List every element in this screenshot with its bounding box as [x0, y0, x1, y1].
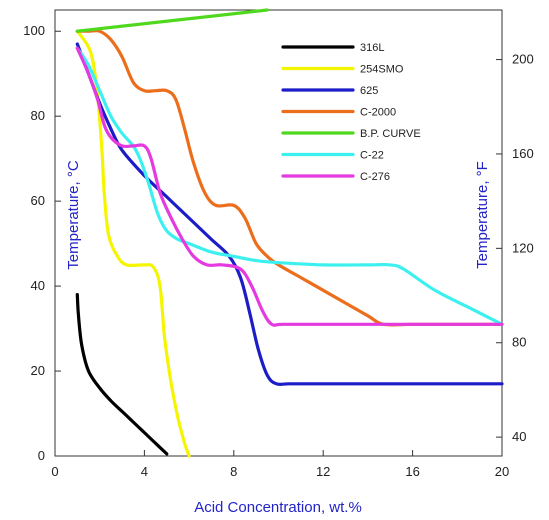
- series-line-c-276: [75, 46, 504, 327]
- series-line-625: [75, 42, 504, 387]
- left-y-tick-label: 60: [31, 193, 45, 208]
- right-y-tick-label: 80: [512, 335, 526, 350]
- x-axis-title: Acid Concentration, wt.%: [194, 499, 362, 516]
- left-y-axis-title: Temperature, °C: [65, 160, 82, 270]
- x-axis: 0 4 8 12 16 20: [51, 450, 509, 479]
- right-y-axis: 40 80 120 160 200: [496, 52, 534, 444]
- right-y-tick-label: 200: [512, 52, 534, 67]
- right-y-axis-title: Temperature, °F: [474, 161, 491, 269]
- series-lines: [75, 8, 504, 458]
- series-line-c-22: [75, 46, 504, 326]
- left-y-tick-label: 100: [23, 23, 45, 38]
- x-tick-label: 4: [141, 464, 148, 479]
- legend: 316L 254SMO 625 C-2000 B.P. CURVE C-22 C-276: [281, 42, 421, 183]
- legend-label-b-p-curve: B.P. CURVE: [360, 128, 421, 140]
- x-tick-label: 20: [495, 464, 509, 479]
- series-line-316l: [75, 293, 169, 456]
- legend-label-254smo: 254SMO: [360, 64, 404, 76]
- x-tick-label: 16: [405, 464, 419, 479]
- left-y-axis: 0 20 40 60 80 100: [23, 23, 61, 463]
- legend-label-625: 625: [360, 85, 378, 97]
- x-tick-label: 0: [51, 464, 58, 479]
- right-y-tick-label: 160: [512, 146, 534, 161]
- right-y-tick-label: 120: [512, 240, 534, 255]
- left-y-tick-label: 80: [31, 108, 45, 123]
- legend-label-c-2000: C-2000: [360, 107, 396, 119]
- plot-frame: [54, 9, 503, 457]
- left-y-tick-label: 40: [31, 278, 45, 293]
- legend-label-c-22: C-22: [360, 150, 384, 162]
- series-line-b-p-curve: [75, 8, 269, 33]
- series-line-c-2000: [75, 28, 504, 327]
- left-y-tick-label: 20: [31, 363, 45, 378]
- right-y-tick-label: 40: [512, 429, 526, 444]
- legend-label-316l: 316L: [360, 42, 384, 54]
- left-y-tick-label: 0: [38, 448, 45, 463]
- x-tick-label: 12: [316, 464, 330, 479]
- x-tick-label: 8: [230, 464, 237, 479]
- legend-label-c-276: C-276: [360, 171, 390, 183]
- series-line-254smo: [75, 29, 191, 458]
